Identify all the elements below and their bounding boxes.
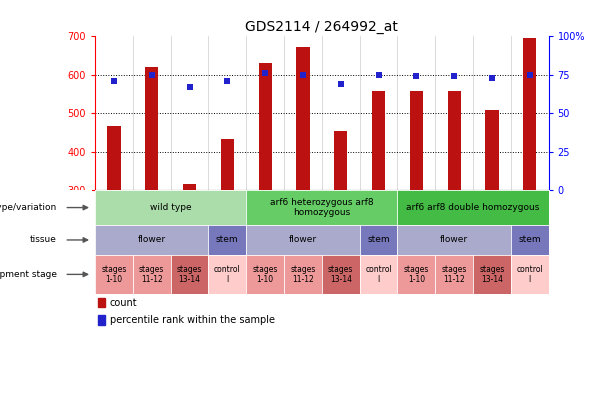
Text: genotype/variation: genotype/variation [0,203,57,212]
Text: stages
1-10: stages 1-10 [253,265,278,284]
Text: stages
11-12: stages 11-12 [441,265,467,284]
Bar [447,91,461,190]
Text: stem: stem [216,235,238,245]
Text: development stage: development stage [0,270,57,279]
Bar [485,110,498,190]
Text: arf6 heterozygous arf8
homozygous: arf6 heterozygous arf8 homozygous [270,198,374,217]
Text: flower: flower [289,235,317,245]
Text: count: count [110,298,137,308]
Bar [98,298,105,307]
Text: stem: stem [367,235,390,245]
Text: percentile rank within the sample: percentile rank within the sample [110,315,275,325]
Bar [183,184,196,190]
Text: stages
1-10: stages 1-10 [403,265,429,284]
Bar [145,67,158,190]
Text: stages
11-12: stages 11-12 [139,265,164,284]
Text: stages
13-14: stages 13-14 [479,265,504,284]
Text: stages
13-14: stages 13-14 [328,265,354,284]
Text: flower: flower [440,235,468,245]
Title: GDS2114 / 264992_at: GDS2114 / 264992_at [245,20,398,34]
Bar [98,315,105,325]
Text: stages
1-10: stages 1-10 [101,265,127,284]
Bar [107,126,121,190]
Bar [523,38,536,190]
Bar [372,92,385,190]
Text: control
l: control l [365,265,392,284]
Bar [259,63,272,190]
Text: tissue: tissue [30,235,57,245]
Bar [334,132,348,190]
Text: wild type: wild type [150,203,191,212]
Bar [221,139,234,190]
Bar [409,91,423,190]
Text: control
l: control l [214,265,241,284]
Text: arf6 arf8 double homozygous: arf6 arf8 double homozygous [406,203,539,212]
Text: control
l: control l [516,265,543,284]
Bar [296,47,310,190]
Text: stages
11-12: stages 11-12 [290,265,316,284]
Text: stages
13-14: stages 13-14 [177,265,202,284]
Text: stem: stem [519,235,541,245]
Text: flower: flower [138,235,166,245]
